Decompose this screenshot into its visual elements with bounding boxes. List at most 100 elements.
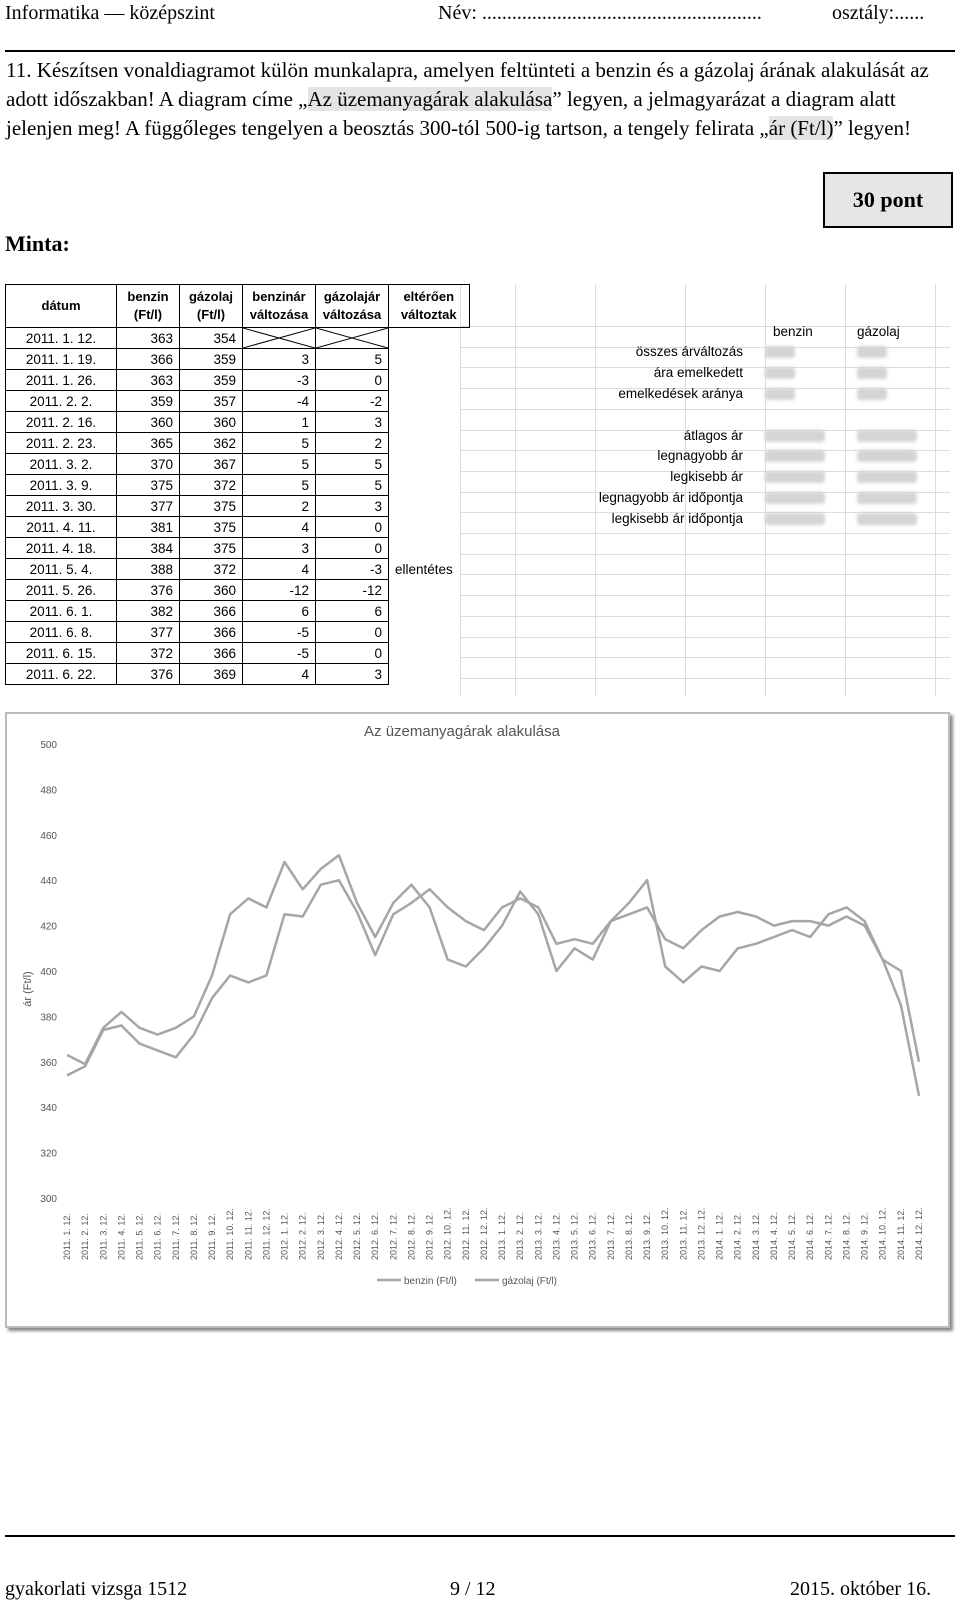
cell-petrol: 375 (116, 474, 180, 496)
series-lines (66, 853, 921, 1097)
sheet-gridline (595, 284, 596, 696)
sheet-gridline (460, 533, 950, 534)
x-tick-label: 2012. 3. 12. (316, 1212, 326, 1260)
x-tick-label: 2014. 1. 12. (715, 1212, 725, 1260)
x-tick-label: 2014. 11. 12. (896, 1208, 906, 1260)
sheet-gridline (460, 491, 950, 493)
sheet-gridline (460, 677, 950, 679)
series-line-petrol (66, 853, 921, 1097)
table-row: 2011. 6. 8. 377 366 -5 0 (5, 621, 470, 643)
axis-title-requirement: ár (Ft/l) (768, 116, 834, 140)
cell-note (389, 643, 470, 664)
x-tick-label: 2011. 3. 12. (98, 1213, 108, 1260)
exam-code: gyakorlati vizsga 1512 (5, 1578, 188, 1600)
x-tick-label: 2013. 7. 12. (606, 1212, 616, 1260)
sheet-gridline (685, 284, 686, 696)
x-tick-label: 2011. 12. 12. (261, 1208, 271, 1260)
cell-date: 2011. 6. 1. (5, 600, 117, 622)
empty-cell-cross (243, 328, 315, 348)
sheet-gridline (515, 284, 516, 696)
stats-label: emelkedések aránya (618, 386, 743, 401)
cell-date: 2011. 3. 2. (5, 453, 117, 475)
x-tick-label: 2012. 4. 12. (334, 1212, 344, 1260)
blurred-value (765, 346, 795, 358)
x-tick-label: 2014. 12. 12. (914, 1207, 924, 1260)
sheet-gridline (460, 388, 950, 390)
col-header-petrol: benzin (Ft/l) (116, 284, 180, 328)
cell-diesel-change: 5 (315, 474, 389, 496)
stats-label: átlagos ár (683, 428, 743, 443)
x-tick-label: 2013. 4. 12. (551, 1212, 561, 1260)
cell-petrol-change: 5 (242, 474, 316, 496)
table-row: 2011. 6. 1. 382 366 6 6 (5, 600, 470, 622)
y-tick-labels: 300 320 340 360 380 400 420 440 460 480 500 (40, 740, 57, 1205)
cell-diesel: 375 (179, 495, 243, 517)
sheet-gridline (765, 284, 766, 696)
y-tick-label: 380 (40, 1012, 57, 1023)
table-header-row: dátum benzin (Ft/l) gázolaj (Ft/l) benzi… (5, 284, 470, 328)
table-row: 2011. 2. 23. 365 362 5 2 (5, 432, 470, 454)
table-row: 2011. 2. 2. 359 357 -4 -2 (5, 390, 470, 412)
stats-label: legnagyobb ár (657, 448, 743, 463)
cell-diesel-change: 0 (315, 369, 389, 391)
table-row: 2011. 3. 30. 377 375 2 3 (5, 495, 470, 517)
empty-cell-cross (316, 328, 388, 348)
blurred-value (857, 492, 917, 504)
cell-note: ellentétes (395, 561, 453, 577)
subject-label: Informatika — középszint (5, 2, 215, 24)
col-header-diesel: gázolaj (Ft/l) (179, 284, 243, 328)
x-tick-label: 2011. 10. 12. (225, 1208, 235, 1260)
stats-label: legkisebb ár időpontja (611, 511, 743, 526)
cell-petrol-change: 3 (242, 348, 316, 370)
cell-petrol-change (242, 327, 316, 349)
cell-date: 2011. 4. 11. (5, 516, 117, 538)
stats-label: ára emelkedett (653, 365, 743, 380)
blurred-value (857, 346, 887, 358)
blurred-value (857, 513, 917, 525)
stats-col-petrol: benzin (773, 324, 813, 339)
name-field-label: Név: ...................................… (438, 2, 762, 24)
col-header-different: eltérően változtak (388, 284, 470, 328)
cell-diesel-change: 2 (315, 432, 389, 454)
x-tick-label: 2011. 4. 12. (116, 1213, 126, 1260)
sheet-gridline (460, 615, 950, 617)
stats-label: legkisebb ár (670, 469, 743, 484)
x-tick-label: 2011. 9. 12. (207, 1213, 217, 1260)
x-tick-label: 2011. 7. 12. (171, 1213, 181, 1260)
class-field-label: osztály:...... (832, 2, 925, 24)
cell-diesel-change: 0 (315, 537, 389, 559)
x-tick-label: 2012. 8. 12. (406, 1212, 416, 1260)
cell-petrol-change: 4 (242, 516, 316, 538)
cell-diesel-change: 5 (315, 453, 389, 475)
x-tick-label: 2011. 2. 12. (80, 1213, 90, 1260)
y-tick-label: 320 (40, 1149, 57, 1160)
sheet-gridline (460, 574, 950, 576)
cell-diesel: 357 (179, 390, 243, 412)
cell-petrol-change: 5 (242, 453, 316, 475)
cell-diesel: 372 (179, 474, 243, 496)
col-header-diesel-change: gázolajár változása (315, 284, 389, 328)
col-header-petrol-change: benzinár változása (242, 284, 316, 328)
cell-petrol-change: 2 (242, 495, 316, 517)
cell-petrol-change: 4 (242, 558, 316, 580)
stats-col-diesel: gázolaj (857, 324, 900, 339)
chart-title: Az üzemanyagárak alakulása (364, 723, 561, 740)
cell-diesel-change: 0 (315, 642, 389, 664)
footer-divider (5, 1535, 955, 1537)
cell-petrol-change: -5 (242, 621, 316, 643)
x-tick-label: 2013. 3. 12. (533, 1212, 543, 1260)
sheet-gridline (460, 595, 950, 597)
x-tick-label: 2012. 5. 12. (352, 1212, 362, 1260)
blurred-value (857, 471, 917, 483)
cell-petrol: 376 (116, 663, 180, 685)
cell-petrol: 377 (116, 621, 180, 643)
cell-diesel: 366 (179, 621, 243, 643)
cell-diesel: 375 (179, 537, 243, 559)
x-tick-label: 2014. 4. 12. (769, 1212, 779, 1260)
cell-diesel: 369 (179, 663, 243, 685)
cell-petrol: 376 (116, 579, 180, 601)
table-row: 2011. 6. 22. 376 369 4 3 (5, 663, 470, 685)
cell-note (389, 601, 470, 622)
cell-petrol-change: 1 (242, 411, 316, 433)
x-tick-label: 2014. 9. 12. (860, 1212, 870, 1260)
